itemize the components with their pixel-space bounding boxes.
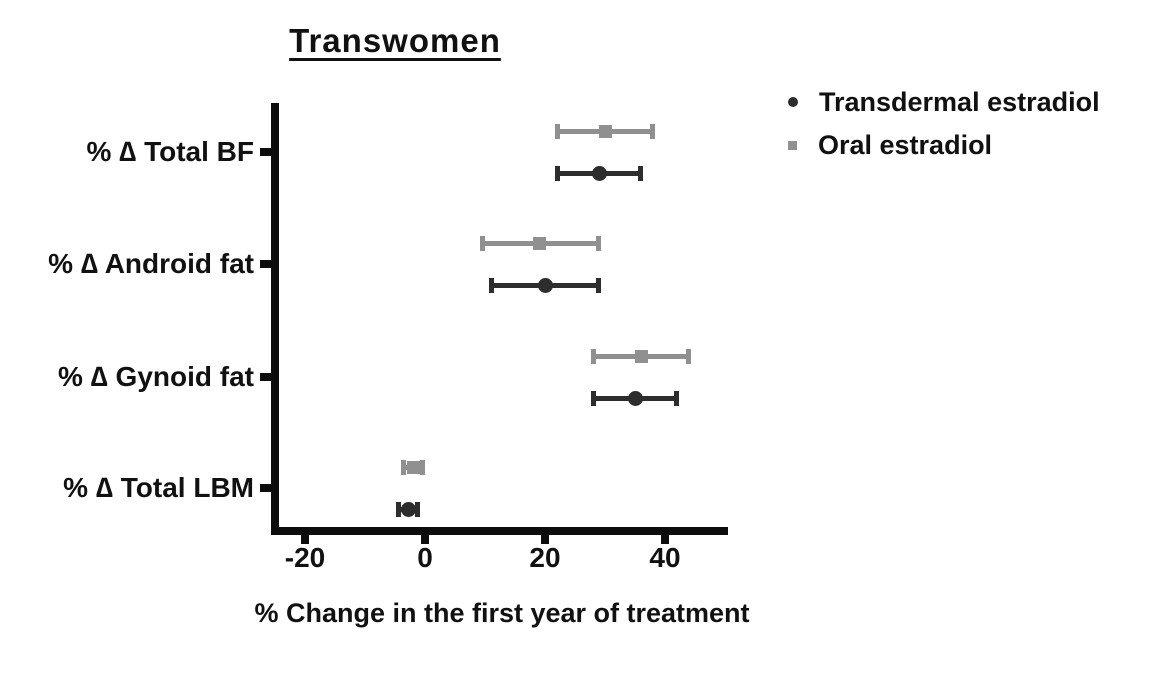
chart-title: Transwomen	[289, 22, 501, 59]
data-point-marker	[598, 124, 612, 138]
x-axis-title: % Change in the first year of treatment	[254, 598, 750, 628]
y-axis-line	[271, 103, 279, 535]
x-axis-line	[271, 527, 728, 535]
y-axis-tick	[260, 148, 272, 156]
data-point-marker	[634, 349, 648, 363]
error-bar-cap	[420, 459, 426, 475]
x-tick-label: 20	[529, 542, 561, 573]
x-axis-tick	[541, 535, 549, 544]
data-point-marker	[537, 277, 553, 293]
square-marker-icon	[788, 140, 797, 150]
x-axis-tick	[661, 535, 669, 544]
y-category-label: % ∆ Total LBM	[63, 472, 254, 503]
error-bar-cap	[596, 235, 601, 251]
legend-item: Transdermal estradiol	[780, 86, 1100, 118]
error-bar-cap	[686, 348, 691, 364]
y-category-label: % ∆ Total BF	[86, 136, 255, 167]
y-category-label: % ∆ Android fat	[48, 248, 254, 279]
data-point-marker	[591, 165, 607, 181]
legend: Transdermal estradiol Oral estradiol	[780, 86, 1100, 172]
legend-label: Oral estradiol	[818, 129, 993, 160]
y-axis-tick	[260, 373, 272, 381]
x-axis-tick	[301, 535, 309, 544]
error-bar-cap	[489, 277, 494, 293]
error-bar-cap	[638, 165, 643, 181]
error-bar-cap	[555, 165, 560, 181]
data-point-marker	[400, 501, 416, 517]
error-bar-cap	[591, 348, 596, 364]
x-tick-label: 40	[649, 542, 681, 573]
error-bar-cap	[555, 123, 560, 139]
data-point-marker	[627, 390, 643, 406]
error-bar-cap	[414, 501, 420, 517]
y-category-label: % ∆ Gynoid fat	[57, 361, 254, 392]
error-bar-cap	[674, 390, 679, 406]
error-bar-cap	[480, 235, 485, 251]
error-bar-cap	[400, 459, 406, 475]
legend-item: Oral estradiol	[780, 129, 1100, 161]
data-point-marker	[406, 460, 420, 474]
y-axis-tick	[260, 484, 272, 492]
x-axis-tick	[421, 535, 429, 544]
error-bar-cap	[591, 390, 596, 406]
error-bar-cap	[596, 277, 601, 293]
x-tick-label: -20	[284, 542, 326, 573]
data-point-marker	[532, 236, 546, 250]
error-bar-cap	[650, 123, 655, 139]
legend-label: Transdermal estradiol	[819, 86, 1100, 117]
y-axis-tick	[260, 260, 272, 268]
error-bar-cap	[396, 501, 401, 517]
x-tick-label: 0	[417, 542, 433, 573]
circle-marker-icon	[788, 97, 798, 107]
